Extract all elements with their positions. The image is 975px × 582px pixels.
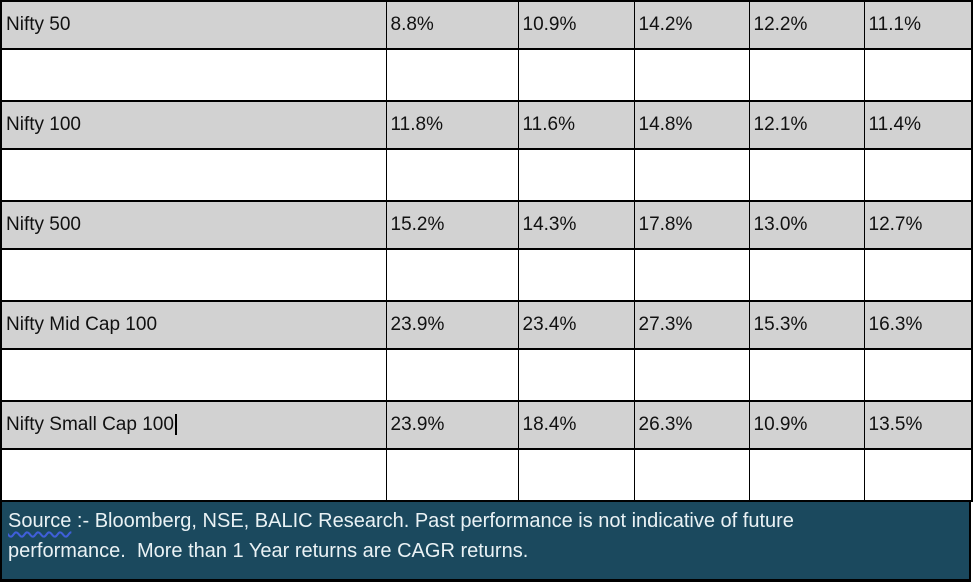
spacer-row: [0, 348, 973, 402]
index-name-cell[interactable]: Nifty Mid Cap 100: [0, 300, 387, 350]
empty-cell[interactable]: [863, 148, 973, 202]
return-value-cell[interactable]: 23.4%: [517, 300, 635, 350]
spacer-row: [0, 148, 973, 202]
empty-cell[interactable]: [748, 48, 865, 102]
source-word: Source: [8, 510, 72, 532]
empty-cell[interactable]: [385, 348, 519, 402]
returns-table-body: Nifty 50 8.8% 10.9% 14.2% 12.2% 11.1% Nifty 10…: [0, 0, 973, 502]
empty-cell[interactable]: [385, 148, 519, 202]
index-name: Nifty 50: [6, 14, 71, 35]
source-note-line1: Source :- Bloomberg, NSE, BALIC Research…: [8, 506, 963, 536]
index-name-cell[interactable]: Nifty 50: [0, 0, 387, 50]
index-returns-table: Nifty 50 8.8% 10.9% 14.2% 12.2% 11.1% Nifty 10…: [0, 0, 973, 502]
empty-cell[interactable]: [633, 348, 750, 402]
return-value-cell[interactable]: 26.3%: [633, 400, 750, 450]
empty-cell[interactable]: [385, 448, 519, 502]
empty-cell[interactable]: [517, 148, 635, 202]
empty-cell[interactable]: [633, 148, 750, 202]
index-name: Nifty Mid Cap 100: [6, 314, 158, 335]
index-name-cell[interactable]: Nifty 100: [0, 100, 387, 150]
return-value-cell[interactable]: 12.2%: [748, 0, 865, 50]
empty-cell[interactable]: [748, 348, 865, 402]
empty-cell[interactable]: [748, 448, 865, 502]
empty-cell[interactable]: [863, 348, 973, 402]
empty-cell[interactable]: [517, 48, 635, 102]
return-value-cell[interactable]: 17.8%: [633, 200, 750, 250]
table-row: Nifty Small Cap 100 23.9% 18.4% 26.3% 10.9% 1…: [0, 400, 973, 450]
spacer-row: [0, 48, 973, 102]
empty-cell[interactable]: [0, 348, 387, 402]
return-value-cell[interactable]: 11.8%: [385, 100, 519, 150]
empty-cell[interactable]: [0, 448, 387, 502]
return-value-cell[interactable]: 14.8%: [633, 100, 750, 150]
index-name-cell[interactable]: Nifty 500: [0, 200, 387, 250]
return-value-cell[interactable]: 12.1%: [748, 100, 865, 150]
return-value-cell[interactable]: 10.9%: [748, 400, 865, 450]
index-name-cell[interactable]: Nifty Small Cap 100: [0, 400, 387, 450]
empty-cell[interactable]: [748, 148, 865, 202]
empty-cell[interactable]: [517, 348, 635, 402]
empty-cell[interactable]: [0, 148, 387, 202]
return-value-cell[interactable]: 18.4%: [517, 400, 635, 450]
source-note-line1-rest: :- Bloomberg, NSE, BALIC Research. Past …: [71, 510, 794, 532]
empty-cell[interactable]: [633, 448, 750, 502]
empty-cell[interactable]: [633, 48, 750, 102]
return-value-cell[interactable]: 14.3%: [517, 200, 635, 250]
return-value-cell[interactable]: 12.7%: [863, 200, 973, 250]
return-value-cell[interactable]: 14.2%: [633, 0, 750, 50]
empty-cell[interactable]: [0, 248, 387, 302]
return-value-cell[interactable]: 11.1%: [863, 0, 973, 50]
return-value-cell[interactable]: 15.3%: [748, 300, 865, 350]
return-value-cell[interactable]: 27.3%: [633, 300, 750, 350]
return-value-cell[interactable]: 13.5%: [863, 400, 973, 450]
return-value-cell[interactable]: 8.8%: [385, 0, 519, 50]
index-name: Nifty 500: [6, 214, 81, 235]
table-row: Nifty 50 8.8% 10.9% 14.2% 12.2% 11.1%: [0, 0, 973, 50]
empty-cell[interactable]: [863, 248, 973, 302]
return-value-cell[interactable]: 23.9%: [385, 400, 519, 450]
empty-cell[interactable]: [385, 48, 519, 102]
return-value-cell[interactable]: 11.6%: [517, 100, 635, 150]
empty-cell[interactable]: [517, 248, 635, 302]
text-cursor: [174, 414, 177, 436]
empty-cell[interactable]: [0, 48, 387, 102]
index-name: Nifty 100: [6, 114, 81, 135]
return-value-cell[interactable]: 16.3%: [863, 300, 973, 350]
return-value-cell[interactable]: 15.2%: [385, 200, 519, 250]
empty-cell[interactable]: [517, 448, 635, 502]
empty-cell[interactable]: [748, 248, 865, 302]
return-value-cell[interactable]: 10.9%: [517, 0, 635, 50]
empty-cell[interactable]: [633, 248, 750, 302]
source-note[interactable]: Source :- Bloomberg, NSE, BALIC Research…: [0, 502, 971, 582]
return-value-cell[interactable]: 11.4%: [863, 100, 973, 150]
table-row: Nifty 500 15.2% 14.3% 17.8% 13.0% 12.7%: [0, 200, 973, 250]
empty-cell[interactable]: [385, 248, 519, 302]
source-note-line2: performance. More than 1 Year returns ar…: [8, 540, 529, 562]
return-value-cell[interactable]: 23.9%: [385, 300, 519, 350]
index-name: Nifty Small Cap 100: [6, 414, 174, 435]
spacer-row: [0, 248, 973, 302]
table-row: Nifty 100 11.8% 11.6% 14.8% 12.1% 11.4%: [0, 100, 973, 150]
table-row: Nifty Mid Cap 100 23.9% 23.4% 27.3% 15.3% 16.…: [0, 300, 973, 350]
empty-cell[interactable]: [863, 48, 973, 102]
spacer-row: [0, 448, 973, 502]
return-value-cell[interactable]: 13.0%: [748, 200, 865, 250]
empty-cell[interactable]: [863, 448, 973, 502]
